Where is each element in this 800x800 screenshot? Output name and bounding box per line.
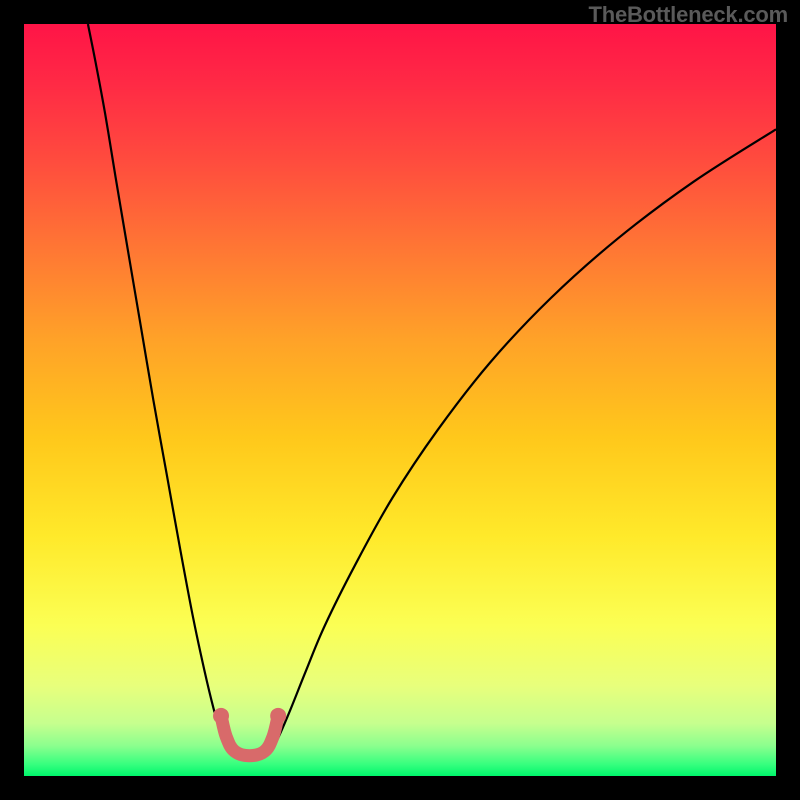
plot-area: [24, 24, 776, 776]
optimal-range-marker: [221, 716, 278, 756]
left-branch-curve: [88, 24, 227, 750]
right-branch-curve: [272, 129, 776, 749]
watermark-text: TheBottleneck.com: [588, 2, 788, 28]
plot-svg: [24, 24, 776, 776]
optimal-endpoint-dot: [270, 708, 286, 724]
optimal-endpoint-dot: [213, 708, 229, 724]
